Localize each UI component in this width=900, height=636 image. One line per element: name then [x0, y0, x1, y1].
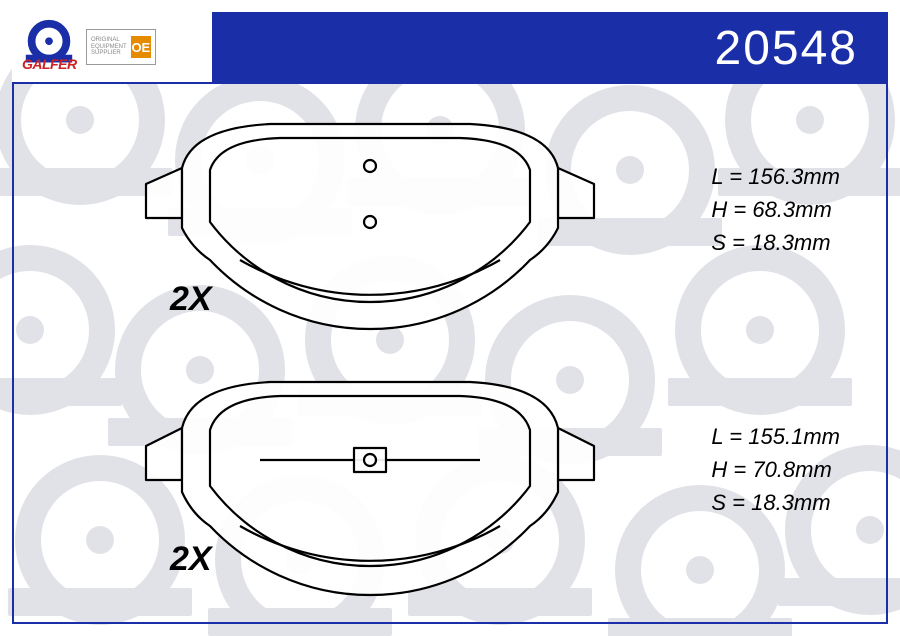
brand-name: GALFER: [22, 56, 77, 72]
dim-S: S = 18.3mm: [711, 226, 840, 259]
dim-H: H = 68.3mm: [711, 193, 840, 226]
oe-mark: OE: [131, 36, 151, 58]
dim-L: L = 155.1mm: [711, 420, 840, 453]
pad-drawing-2: [140, 370, 600, 600]
diagram-area: 2X L = 156.3mm H = 68.3mm: [20, 90, 880, 616]
dim-L: L = 156.3mm: [711, 160, 840, 193]
pad-row-2: 2X L = 155.1mm: [20, 360, 880, 610]
pad-row-1: 2X L = 156.3mm H = 68.3mm: [20, 100, 880, 350]
oe-badge: ORIGINAL EQUIPMENT SUPPLIER OE: [86, 29, 156, 65]
part-number: 20548: [715, 21, 858, 76]
brand-block: GALFER ORIGINAL EQUIPMENT SUPPLIER OE: [12, 12, 212, 84]
oe-text: ORIGINAL EQUIPMENT SUPPLIER: [91, 37, 127, 57]
header: GALFER ORIGINAL EQUIPMENT SUPPLIER OE 20…: [12, 12, 888, 84]
galfer-logo: GALFER: [20, 18, 78, 76]
pad-drawing-1: [140, 110, 600, 340]
dim-H: H = 70.8mm: [711, 453, 840, 486]
header-right: 20548: [212, 12, 888, 84]
dimensions-2: L = 155.1mm H = 70.8mm S = 18.3mm: [711, 420, 840, 519]
dimensions-1: L = 156.3mm H = 68.3mm S = 18.3mm: [711, 160, 840, 259]
dim-S: S = 18.3mm: [711, 486, 840, 519]
